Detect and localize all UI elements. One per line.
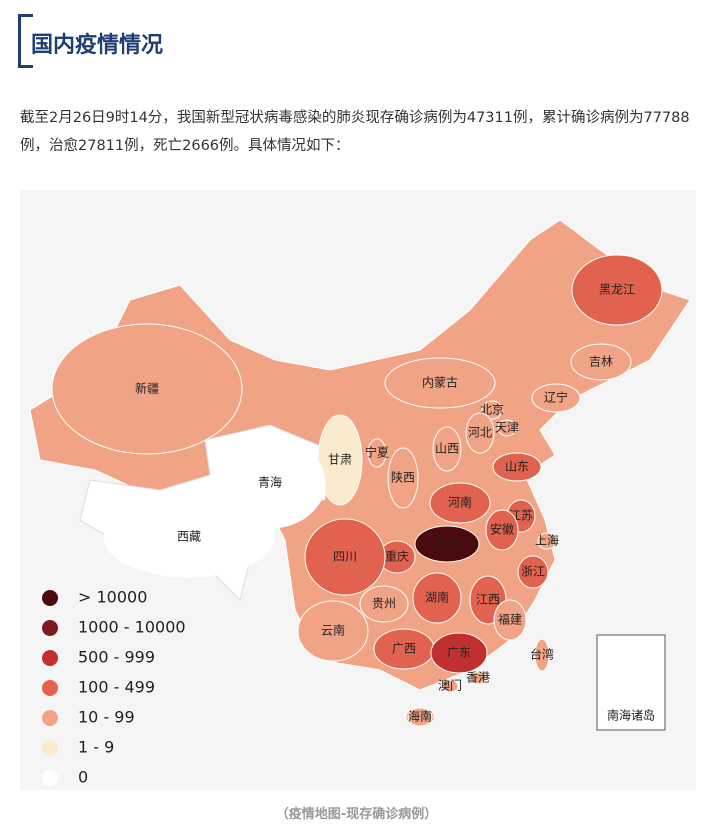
region-label: 北京 [480,403,504,417]
region [384,357,496,409]
region [469,671,487,685]
region-label: 山东 [505,460,529,474]
region-label: 贵州 [372,597,396,611]
region-label: 西藏 [177,530,201,544]
legend-swatch [42,710,58,726]
region [492,452,542,482]
legend-swatch [42,590,58,606]
region [481,400,503,420]
region-label: 湖南 [425,590,449,605]
region-label: 广东 [447,646,471,660]
region-label: 重庆 [385,550,409,564]
region-label: 台湾 [530,647,554,662]
legend-label: 100 - 499 [78,678,155,697]
legend-label: 10 - 99 [78,708,135,727]
legend-swatch [42,650,58,666]
region-label: 四川 [333,550,357,564]
legend-swatch [42,680,58,696]
region [407,707,433,727]
region [465,412,495,454]
region [429,482,491,524]
legend-swatch [42,770,58,786]
region [534,638,550,672]
region [414,525,480,563]
legend-label: 0 [78,768,88,787]
region [304,518,386,596]
map: 黑龙江吉林辽宁内蒙古北京天津河北山西山东河南江苏安徽上海浙江江西湖北湖南重庆四川… [30,220,690,787]
region-label: 吉林 [589,355,613,369]
title: 国内疫情情况 [31,33,164,58]
legend-label: 500 - 999 [78,648,155,667]
region [367,438,387,468]
region [430,632,488,674]
region-label: 天津 [495,421,519,435]
region-label: 河北 [468,426,492,440]
region-label: 黑龙江 [599,283,635,297]
region-label: 新疆 [135,381,159,396]
region [412,572,462,624]
caption: （疫情地图-现存确诊病例） [275,807,438,822]
region-label: 湖北 [435,536,459,551]
region-label: 青海 [258,475,282,490]
region [387,447,419,509]
region-label: 河南 [448,495,472,510]
region-label: 广西 [392,642,416,656]
region [493,599,527,641]
region [570,343,632,381]
region [297,600,369,662]
legend-label: 1 - 9 [78,738,114,757]
region [359,585,409,623]
region [51,323,243,455]
region-label: 辽宁 [544,390,568,405]
region [485,509,519,551]
legend-label: 1000 - 10000 [78,618,186,637]
region [497,419,517,437]
region [441,679,459,693]
region [517,555,549,589]
region-label: 陕西 [391,470,415,485]
region [103,496,275,578]
region-label: 江西 [476,593,500,607]
region-label: 山西 [435,442,459,456]
legend-label: > 10000 [78,588,147,607]
region-label: 福建 [498,612,522,627]
region-label: 海南 [408,709,432,724]
inset-box [596,634,666,731]
region-label: 上海 [535,533,559,548]
region [432,426,462,472]
region-label: 安徽 [490,522,514,537]
region-label: 宁夏 [365,445,389,460]
inset-label: 南海诸岛 [607,708,655,723]
legend-swatch [42,620,58,636]
title-frame: 国内疫情情况 [18,14,221,68]
region-label: 内蒙古 [422,375,458,390]
region-label: 香港 [466,671,490,685]
region-label: 澳门 [438,678,462,693]
region-label: 甘肃 [328,453,352,467]
legend-swatch [42,740,58,756]
region [531,383,581,413]
region [571,254,663,326]
paragraph: 截至2月26日9时14分，我国新型冠状病毒感染的肺炎现存确诊病例为47311例，… [20,110,690,154]
region [537,532,557,550]
region-label: 浙江 [521,565,545,579]
region-label: 云南 [321,623,345,638]
